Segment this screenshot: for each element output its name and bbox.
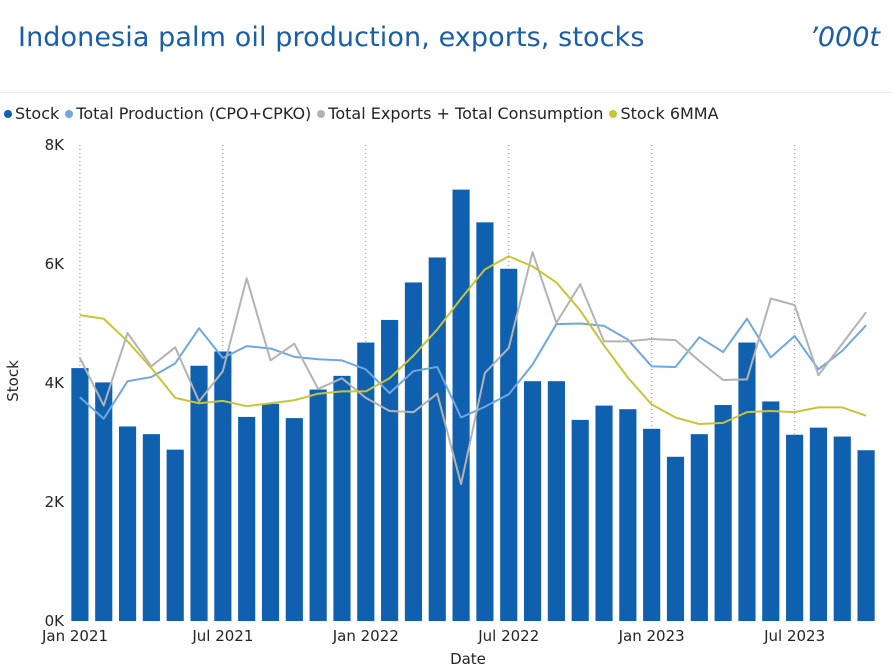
y-axis-label: Stock	[4, 360, 22, 402]
stock-bar[interactable]	[214, 351, 232, 621]
legend: Stock Total Production (CPO+CPKO) Total …	[4, 104, 725, 123]
y-tick-label: 6K	[45, 255, 66, 273]
stock-bar[interactable]	[428, 257, 446, 621]
legend-dot-stock-6mma	[609, 109, 618, 118]
x-axis-label: Date	[450, 650, 486, 666]
stock-bar[interactable]	[809, 427, 828, 622]
stock-bar[interactable]	[381, 319, 399, 621]
stock-bar[interactable]	[238, 416, 256, 621]
stock-bar[interactable]	[547, 381, 565, 621]
stock-bar[interactable]	[333, 375, 351, 621]
total-exports-total-consumption-line[interactable]	[79, 251, 867, 486]
x-tick-label: Jan 2022	[332, 627, 399, 645]
x-tick-label: Jul 2023	[763, 627, 825, 645]
stock-bar[interactable]	[857, 450, 875, 621]
total-production-cpo-cpko-line[interactable]	[79, 317, 867, 420]
stock-bar[interactable]	[738, 342, 756, 621]
stock-bar[interactable]	[595, 405, 613, 621]
y-tick-label: 4K	[45, 374, 66, 392]
stock-bar[interactable]	[619, 409, 637, 621]
stock-bar[interactable]	[833, 436, 851, 621]
legend-dot-total-production	[65, 109, 74, 118]
stock-bar[interactable]	[714, 405, 732, 621]
stock-bar[interactable]	[71, 368, 89, 622]
legend-dot-exports-consumption	[317, 109, 326, 118]
stock-bar[interactable]	[357, 342, 375, 621]
x-tick-label: Jul 2022	[477, 627, 539, 645]
legend-item-stock-6mma[interactable]: Stock 6MMA	[609, 104, 719, 123]
stock-bar[interactable]	[95, 382, 113, 621]
chart-title: Indonesia palm oil production, exports, …	[18, 22, 645, 53]
stock-bar[interactable]	[118, 426, 137, 621]
stock-6mma-line[interactable]	[79, 255, 867, 426]
unit-label: ’000t	[809, 22, 880, 53]
stock-bar[interactable]	[261, 403, 280, 621]
stock-bar[interactable]	[571, 419, 589, 621]
stock-bar[interactable]	[786, 434, 804, 621]
legend-item-stock[interactable]: Stock	[4, 104, 59, 123]
stock-bar[interactable]	[666, 456, 685, 621]
stock-bar[interactable]	[500, 268, 518, 621]
stock-bar[interactable]	[476, 222, 494, 621]
stock-bar[interactable]	[452, 189, 470, 622]
y-tick-label: 0K	[45, 612, 66, 630]
line-series	[79, 251, 867, 486]
stock-bar[interactable]	[762, 401, 780, 621]
stock-bar[interactable]	[309, 389, 327, 621]
legend-label-total-production: Total Production (CPO+CPKO)	[76, 104, 312, 123]
legend-item-total-production[interactable]: Total Production (CPO+CPKO)	[65, 104, 311, 123]
legend-label-stock-6mma: Stock 6MMA	[620, 104, 719, 123]
y-tick-label: 8K	[45, 136, 66, 154]
legend-item-exports-consumption[interactable]: Total Exports + Total Consumption	[317, 104, 603, 123]
y-axis-ticks: 0K 2K 4K 6K 8K	[45, 136, 66, 630]
y-tick-label: 2K	[45, 493, 66, 511]
stock-bar[interactable]	[404, 282, 423, 621]
x-tick-label: Jan 2023	[618, 627, 685, 645]
legend-label-stock: Stock	[15, 104, 60, 123]
stock-bar[interactable]	[166, 449, 184, 621]
legend-dot-stock	[4, 109, 12, 118]
stock-bar[interactable]	[190, 365, 208, 621]
stock-bar[interactable]	[643, 428, 661, 621]
stock-bar[interactable]	[690, 434, 708, 621]
header-divider	[0, 92, 892, 93]
stock-bars	[71, 189, 875, 622]
legend-label-exports-consumption: Total Exports + Total Consumption	[328, 104, 604, 123]
stock-bar[interactable]	[523, 381, 542, 621]
stock-bar[interactable]	[142, 434, 160, 621]
x-axis-ticks: Jan 2021 Jul 2021 Jan 2022 Jul 2022 Jan 2023…	[41, 627, 825, 645]
x-tick-label: Jul 2021	[191, 627, 253, 645]
stock-bar[interactable]	[285, 418, 303, 621]
x-tick-label: Jan 2021	[41, 627, 108, 645]
